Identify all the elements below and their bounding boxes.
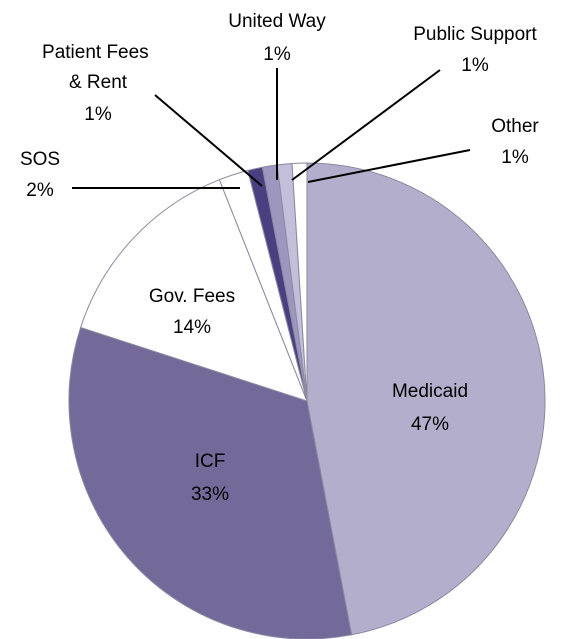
value-label: 1% — [84, 104, 112, 125]
label-line: Patient Fees — [42, 42, 154, 63]
pie-slice — [306, 162, 546, 636]
slice-label: Patient Fees & Rent — [42, 42, 154, 93]
value-label: 2% — [26, 180, 54, 201]
slice-label: Other — [491, 116, 539, 137]
leader-line — [307, 149, 471, 183]
value-label: 1% — [461, 55, 489, 76]
slice-label: SOS — [20, 149, 60, 170]
slice-label: Medicaid — [392, 381, 468, 402]
slice-label: ICF — [195, 451, 226, 472]
value-label: 14% — [173, 317, 211, 338]
value-label: 1% — [501, 147, 529, 168]
value-label: 47% — [411, 414, 449, 435]
slice-label: Public Support — [413, 24, 537, 45]
slice-label: United Way — [228, 11, 326, 32]
label-line: & Rent — [69, 72, 128, 93]
pie-slice — [68, 326, 353, 639]
value-label: 1% — [263, 44, 291, 65]
leader-line — [154, 94, 263, 187]
slice-label: Gov. Fees — [149, 286, 235, 307]
leader-line — [291, 69, 441, 181]
value-label: 33% — [191, 484, 229, 505]
pie-slice — [291, 162, 308, 402]
